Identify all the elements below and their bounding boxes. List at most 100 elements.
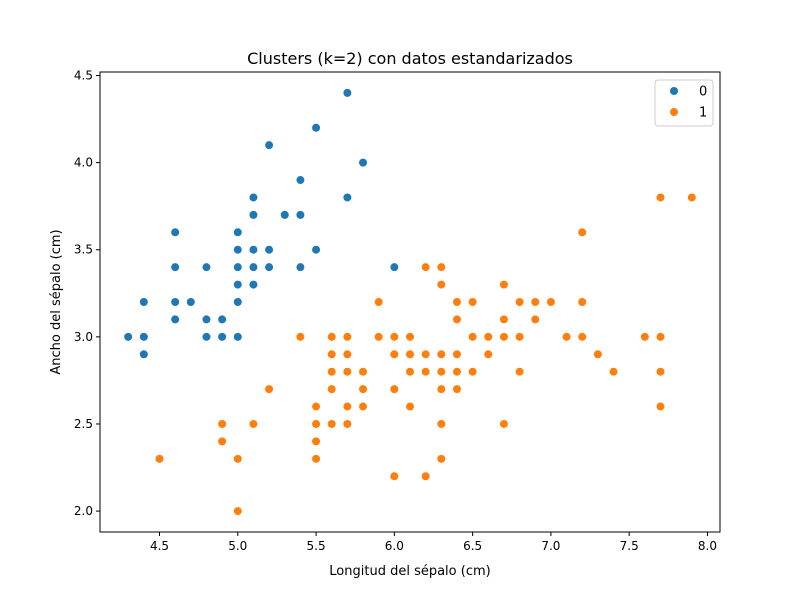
data-point-series-0-8	[186, 298, 195, 306]
data-point-series-0-26	[265, 245, 274, 254]
data-point-series-0-30	[296, 210, 305, 219]
y-tick-label: 3.5	[74, 243, 93, 257]
data-point-series-1-61	[515, 332, 524, 341]
data-point-series-1-53	[468, 367, 477, 376]
data-point-series-1-55	[484, 350, 493, 359]
data-point-series-1-12	[327, 332, 336, 341]
data-point-series-0-14	[233, 228, 242, 237]
x-tick-label: 4.5	[150, 539, 169, 553]
data-point-series-0-21	[249, 210, 258, 219]
data-point-series-1-72	[640, 332, 649, 341]
data-point-series-1-5	[249, 419, 258, 428]
x-tick-label: 8.0	[698, 539, 717, 553]
legend-marker-1	[670, 108, 678, 116]
data-point-series-1-17	[343, 332, 352, 341]
data-point-series-1-57	[499, 315, 508, 324]
data-point-series-1-39	[437, 263, 446, 272]
data-point-series-0-6	[171, 298, 180, 306]
data-point-series-0-23	[249, 263, 258, 272]
data-point-series-1-48	[452, 350, 461, 359]
data-point-series-1-77	[687, 193, 696, 202]
data-point-series-1-50	[452, 385, 461, 394]
data-point-series-1-11	[312, 454, 321, 463]
data-point-series-1-44	[437, 419, 446, 428]
data-point-series-0-13	[218, 332, 227, 341]
data-point-series-0-10	[202, 315, 211, 324]
data-point-series-1-58	[499, 332, 508, 341]
legend-label-1: 1	[699, 106, 707, 121]
data-point-series-0-16	[233, 263, 242, 272]
data-point-series-1-45	[437, 454, 446, 463]
data-point-series-1-13	[327, 350, 336, 359]
chart-title: Clusters (k=2) con datos estandarizados	[247, 49, 573, 68]
legend-label-0: 0	[699, 85, 707, 100]
data-point-series-1-74	[656, 332, 665, 341]
data-point-series-1-37	[421, 367, 430, 376]
data-point-series-0-2	[139, 350, 148, 359]
data-points	[124, 88, 696, 516]
data-point-series-1-32	[406, 350, 414, 359]
y-axis-title: Ancho del sépalo (cm)	[49, 229, 64, 374]
data-point-series-1-14	[327, 367, 336, 376]
legend-marker-0	[670, 87, 678, 95]
data-point-series-1-9	[312, 419, 321, 428]
data-point-series-0-24	[249, 280, 258, 289]
data-point-series-0-37	[390, 263, 399, 272]
data-point-series-1-25	[374, 298, 383, 306]
data-point-series-1-35	[421, 263, 430, 272]
data-point-series-1-47	[452, 315, 461, 324]
data-point-series-1-75	[656, 367, 665, 376]
data-point-series-0-34	[343, 88, 352, 97]
data-point-series-0-29	[296, 176, 305, 185]
data-point-series-1-46	[452, 298, 461, 306]
data-point-series-1-36	[421, 350, 430, 359]
data-point-series-1-31	[406, 332, 414, 341]
data-point-series-0-19	[233, 332, 242, 341]
data-point-series-0-7	[171, 315, 180, 324]
data-point-series-0-11	[202, 332, 211, 341]
data-point-series-1-2	[218, 437, 227, 446]
data-point-series-1-76	[656, 402, 665, 411]
data-point-series-1-22	[359, 367, 368, 376]
data-point-series-1-52	[468, 332, 477, 341]
data-point-series-1-33	[406, 367, 414, 376]
y-tick-label: 3.0	[74, 330, 93, 344]
y-axis: 2.0 2.5 3.0 3.5 4.0 4.5	[74, 68, 100, 518]
data-point-series-1-16	[327, 419, 336, 428]
data-point-series-0-9	[202, 263, 211, 272]
data-point-series-1-7	[296, 332, 305, 341]
y-tick-label: 2.5	[74, 417, 93, 431]
data-point-series-0-15	[233, 245, 242, 254]
x-tick-label: 7.0	[541, 539, 560, 553]
data-point-series-1-0	[155, 454, 164, 463]
x-tick-label: 6.0	[385, 539, 404, 553]
data-point-series-1-54	[484, 332, 493, 341]
data-point-series-0-22	[249, 245, 258, 254]
data-point-series-0-20	[249, 193, 258, 202]
data-point-series-1-69	[578, 332, 587, 341]
data-point-series-1-66	[562, 332, 571, 341]
data-point-series-0-25	[265, 141, 274, 150]
data-point-series-0-36	[359, 158, 368, 167]
data-point-series-1-6	[265, 385, 274, 394]
data-point-series-1-73	[656, 193, 665, 202]
data-point-series-1-18	[343, 350, 352, 359]
data-point-series-0-17	[233, 280, 242, 289]
data-point-series-1-19	[343, 367, 352, 376]
legend: 01	[654, 79, 714, 127]
data-point-series-0-33	[312, 245, 321, 254]
data-point-series-0-32	[312, 123, 321, 132]
data-point-series-1-70	[593, 350, 602, 359]
data-point-series-1-63	[531, 298, 540, 306]
data-point-series-0-27	[265, 263, 274, 272]
plot-frame	[99, 71, 721, 533]
data-point-series-1-64	[531, 315, 540, 324]
y-tick-label: 4.0	[74, 156, 93, 170]
data-point-series-0-4	[171, 228, 180, 237]
data-point-series-1-41	[437, 350, 446, 359]
data-point-series-1-67	[578, 228, 587, 237]
data-point-series-1-27	[390, 332, 399, 341]
data-point-series-1-49	[452, 367, 461, 376]
data-point-series-0-0	[124, 332, 133, 341]
